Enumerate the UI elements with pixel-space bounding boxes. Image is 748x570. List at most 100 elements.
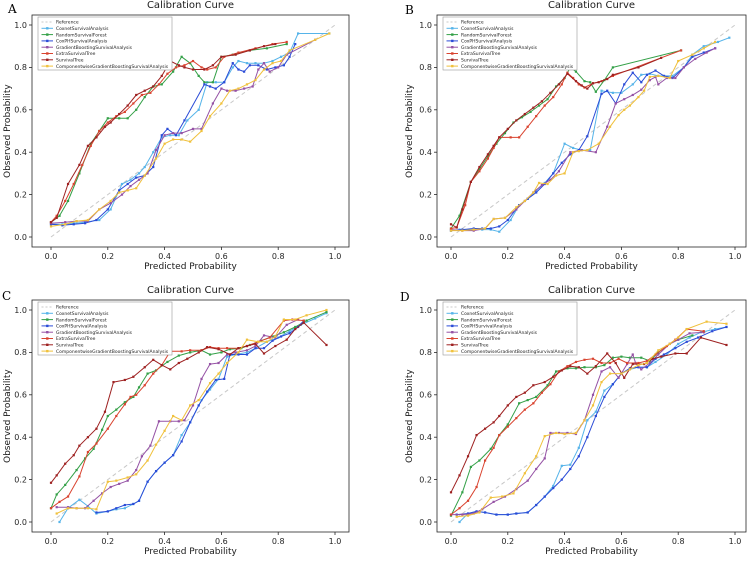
marker: [520, 116, 524, 119]
marker: [682, 66, 685, 69]
marker: [606, 125, 609, 128]
marker: [606, 352, 609, 355]
marker: [526, 511, 529, 514]
marker: [325, 308, 328, 312]
marker: [714, 40, 717, 44]
marker: [237, 353, 240, 356]
marker: [515, 395, 518, 399]
marker: [461, 491, 464, 494]
legend-box: [37, 16, 173, 71]
marker: [208, 353, 212, 356]
marker: [640, 356, 643, 359]
legend-label: ExtraSurvivalTree: [56, 336, 96, 342]
marker: [183, 419, 186, 422]
marker: [129, 185, 132, 188]
series-GradientBoostingSurvivalAnalysis: [56, 319, 299, 509]
y-axis-label: Observed Probability: [405, 84, 415, 178]
legend-label: GradientBoostingSurvivalAnalysis: [56, 330, 133, 336]
marker: [728, 36, 731, 39]
marker: [657, 349, 660, 352]
legend-marker: [451, 312, 454, 315]
marker: [549, 383, 552, 386]
marker: [523, 391, 526, 394]
marker: [49, 225, 53, 228]
marker: [154, 470, 158, 473]
x-tick-label: 0.8: [272, 252, 285, 261]
marker: [143, 95, 146, 99]
marker: [694, 57, 697, 61]
series-GradientBoostingSurvivalAnalysis: [451, 331, 704, 516]
marker: [143, 174, 146, 177]
marker: [574, 70, 578, 73]
x-axis-label: Predicted Probability: [545, 262, 638, 272]
marker: [574, 80, 578, 83]
marker: [157, 420, 161, 423]
marker: [92, 499, 95, 502]
marker: [106, 427, 109, 430]
marker: [586, 87, 589, 90]
marker: [586, 135, 589, 138]
marker: [688, 332, 691, 335]
marker: [518, 402, 521, 405]
x-tick-label: 0.0: [45, 537, 58, 546]
marker: [560, 83, 563, 86]
marker: [118, 112, 121, 116]
legend-marker: [46, 64, 49, 68]
panel-d: D Calibration Curve Observed Probability…: [374, 285, 748, 570]
x-tick-label: 0.8: [272, 537, 285, 546]
marker: [654, 360, 657, 364]
marker: [617, 376, 620, 379]
legend-marker: [46, 324, 49, 328]
marker: [631, 353, 634, 356]
marker: [560, 161, 563, 164]
marker: [98, 129, 101, 133]
y-tick-label: 0.0: [14, 233, 27, 242]
marker: [614, 361, 617, 365]
marker: [135, 108, 138, 111]
x-tick-label: 0.0: [445, 537, 458, 546]
x-tick-label: 0.4: [558, 252, 571, 261]
marker: [594, 410, 597, 413]
marker: [691, 334, 694, 337]
marker: [265, 68, 268, 71]
marker: [126, 189, 129, 192]
marker: [189, 351, 192, 354]
legend-marker: [46, 39, 49, 43]
marker: [137, 386, 141, 389]
legend-label: CoxnetSurvivalAnalysis: [461, 26, 514, 32]
marker: [174, 66, 178, 69]
marker: [285, 323, 288, 326]
marker: [478, 170, 481, 173]
marker: [543, 104, 546, 107]
marker: [557, 170, 561, 173]
marker: [532, 402, 535, 405]
marker: [214, 81, 217, 84]
marker: [492, 146, 495, 150]
marker: [506, 218, 509, 222]
y-tick-label: 0.4: [14, 148, 27, 157]
marker: [231, 66, 234, 69]
legend-marker: [46, 27, 49, 30]
marker: [169, 368, 172, 371]
y-axis-label: Observed Probability: [3, 369, 13, 463]
calibration-plot-d: 0.0 0.2 0.4 0.6 0.8 1.0 0.0 0.2 0.4 0.6 0.8 1.0 Refe…: [419, 299, 747, 546]
marker: [55, 214, 58, 217]
marker: [645, 359, 649, 362]
marker: [461, 208, 464, 211]
marker: [586, 148, 589, 152]
x-tick-label: 0.4: [158, 252, 171, 261]
marker: [191, 127, 195, 130]
legend-label: CoxPHSurvivalAnalysis: [56, 324, 108, 330]
marker: [560, 478, 563, 481]
marker: [152, 151, 155, 154]
legend-marker: [46, 318, 49, 321]
marker: [643, 89, 646, 92]
marker: [654, 357, 657, 360]
marker: [458, 520, 461, 524]
marker: [549, 178, 552, 181]
marker: [589, 81, 592, 84]
marker: [274, 66, 277, 69]
series-ExtraSurvivalTree: [50, 41, 287, 223]
marker: [189, 404, 192, 407]
legend-label: Reference: [56, 305, 79, 311]
